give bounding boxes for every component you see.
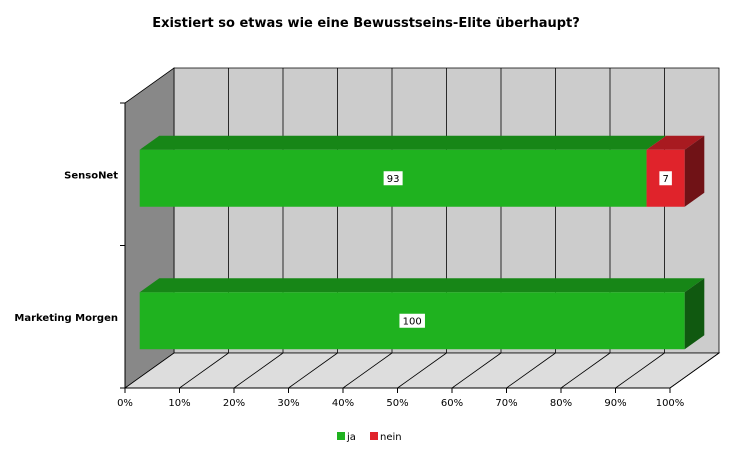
- chart-title: Existiert so etwas wie eine Bewusstseins…: [152, 16, 580, 31]
- x-tick-label: 40%: [332, 398, 354, 409]
- data-label: 7: [662, 174, 668, 185]
- x-tick-label: 70%: [495, 398, 517, 409]
- bar-top: [139, 278, 705, 293]
- floor-gridline: [233, 352, 284, 389]
- x-tick-label: 100%: [656, 398, 685, 409]
- x-tick-label: 90%: [604, 398, 626, 409]
- chart-labels: 0% 10% 20% 30% 40% 50% 60% 70% 80% 90% 100% 93 7 Sens…: [14, 170, 684, 409]
- bar-side: [684, 135, 705, 207]
- floor-gridline: [397, 352, 447, 389]
- x-tick-label: 10%: [168, 398, 190, 409]
- legend-label: nein: [380, 432, 402, 443]
- bar-side: [684, 278, 705, 350]
- x-tick-label: 30%: [277, 398, 299, 409]
- x-tick-label: 80%: [550, 398, 572, 409]
- x-tick-label: 50%: [386, 398, 408, 409]
- data-label: 100: [403, 316, 422, 327]
- data-label-box: [399, 313, 425, 328]
- chart-axes: [120, 102, 671, 393]
- chart-legend: ja nein: [337, 432, 402, 443]
- floor-gridline: [560, 352, 611, 389]
- floor-gridline: [506, 352, 556, 389]
- legend-label: ja: [346, 432, 356, 443]
- floor-gridline: [669, 352, 720, 389]
- x-tick-label: 0%: [117, 398, 133, 409]
- floor-gridline: [288, 352, 338, 389]
- x-tick-label: 20%: [223, 398, 245, 409]
- bar-top: [646, 135, 705, 150]
- floor-gridline: [342, 352, 393, 389]
- legend-swatch: [337, 432, 345, 440]
- data-label: 93: [387, 174, 400, 185]
- floor-gridline: [615, 352, 665, 389]
- x-tick-label: 60%: [441, 398, 463, 409]
- category-label: Marketing Morgen: [14, 313, 118, 324]
- legend-swatch: [370, 432, 378, 440]
- floor-gridline: [451, 352, 502, 389]
- bar-top: [139, 135, 667, 150]
- data-label-box: [383, 171, 403, 186]
- floor-gridline: [179, 352, 229, 389]
- category-label: SensoNet: [64, 170, 118, 181]
- data-label-box: [659, 171, 672, 186]
